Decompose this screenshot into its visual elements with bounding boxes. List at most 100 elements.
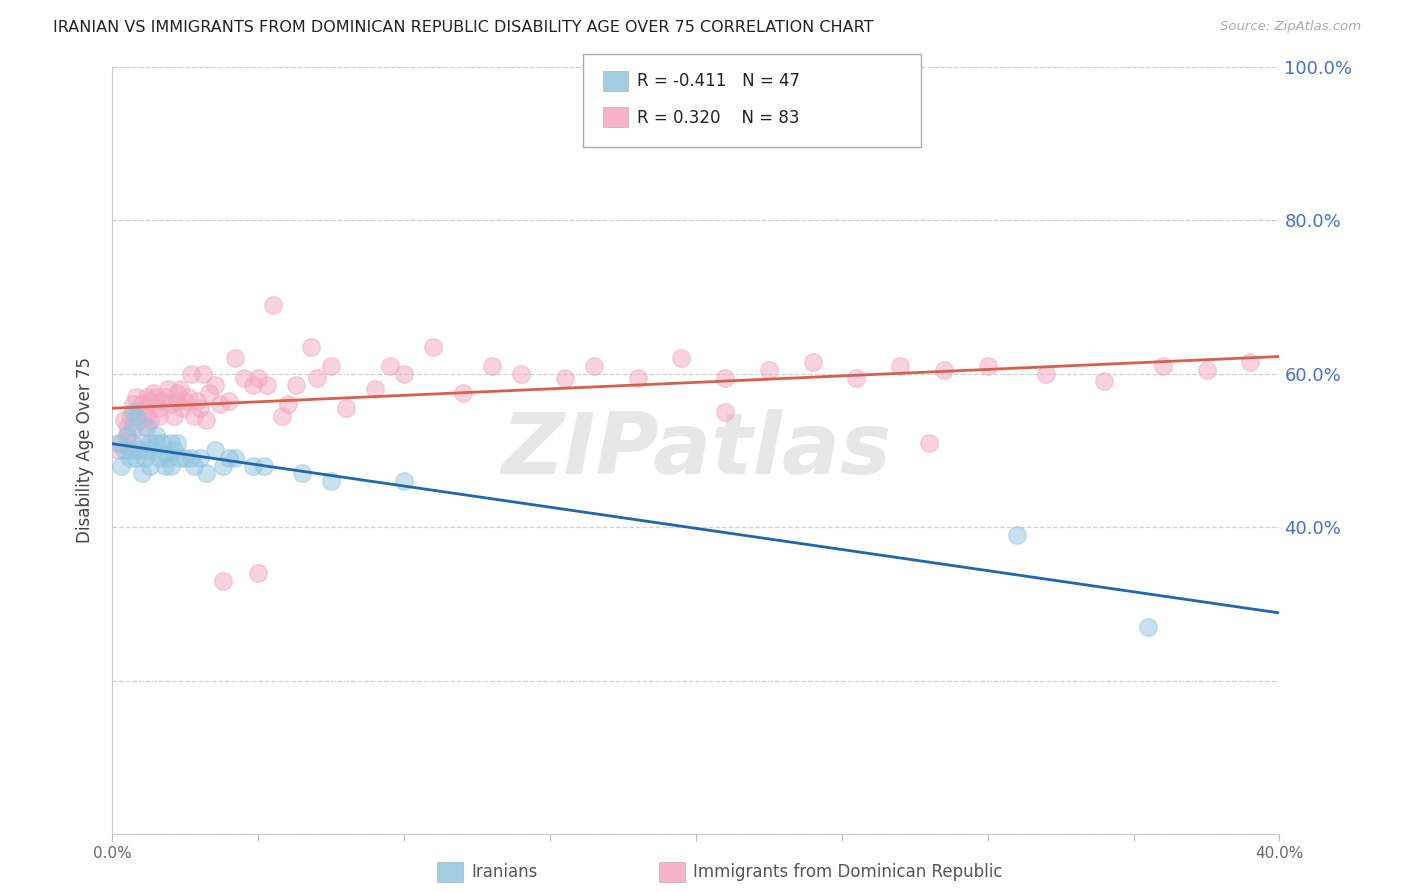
Point (204, 378, 226, 392)
Point (131, 397, 153, 411)
Point (169, 382, 191, 396)
Point (976, 359, 998, 373)
Point (932, 363, 955, 377)
Point (174, 451, 197, 466)
Point (172, 401, 194, 416)
Point (125, 451, 148, 466)
Point (194, 467, 217, 481)
Point (139, 413, 162, 427)
Point (1152, 359, 1174, 373)
Point (112, 443, 135, 458)
Point (107, 443, 129, 458)
Point (232, 370, 254, 384)
Point (1094, 375, 1116, 389)
Bar (659, 863, 685, 882)
Point (136, 443, 159, 458)
Point (845, 370, 868, 384)
Point (156, 451, 179, 466)
Point (142, 385, 165, 400)
Point (148, 401, 170, 416)
Point (364, 382, 387, 396)
Point (918, 435, 941, 450)
Point (204, 443, 226, 458)
Point (305, 370, 328, 384)
Bar (603, 71, 628, 91)
Point (110, 458, 132, 473)
Point (218, 451, 240, 466)
Point (128, 413, 150, 427)
Point (115, 428, 138, 442)
Point (242, 458, 264, 473)
Point (194, 413, 217, 427)
Point (299, 340, 322, 354)
Point (801, 355, 824, 369)
Point (451, 385, 474, 400)
Text: Source: ZipAtlas.com: Source: ZipAtlas.com (1220, 20, 1361, 33)
Point (253, 458, 276, 473)
Point (378, 359, 401, 373)
Bar (437, 863, 463, 882)
Point (134, 420, 156, 434)
Point (122, 397, 145, 411)
Point (160, 397, 183, 411)
Point (131, 435, 153, 450)
Point (160, 435, 183, 450)
Point (671, 351, 693, 366)
Y-axis label: Disability Age Over 75: Disability Age Over 75 (76, 358, 94, 543)
Text: R = -0.411   N = 47: R = -0.411 N = 47 (637, 72, 800, 90)
Point (247, 370, 270, 384)
Point (394, 474, 416, 488)
Point (122, 420, 145, 434)
Point (186, 393, 208, 408)
Point (174, 393, 197, 408)
Point (224, 451, 246, 466)
Point (122, 435, 145, 450)
Point (212, 458, 235, 473)
Point (422, 340, 444, 354)
Point (136, 409, 159, 423)
Point (1035, 367, 1057, 381)
Point (142, 443, 165, 458)
Point (166, 393, 188, 408)
Point (156, 382, 179, 396)
Point (714, 405, 737, 419)
Point (481, 359, 503, 373)
Point (134, 401, 156, 416)
Point (115, 428, 138, 442)
Point (148, 409, 170, 423)
Point (118, 451, 141, 466)
Text: IRANIAN VS IMMIGRANTS FROM DOMINICAN REPUBLIC DISABILITY AGE OVER 75 CORRELATION: IRANIAN VS IMMIGRANTS FROM DOMINICAN REP… (53, 20, 875, 35)
Text: Iranians: Iranians (471, 863, 537, 881)
Point (191, 367, 214, 381)
Point (107, 435, 129, 450)
Point (128, 443, 150, 458)
Point (394, 367, 416, 381)
Point (145, 390, 167, 404)
Point (209, 397, 232, 411)
Point (582, 359, 605, 373)
Point (166, 385, 188, 400)
Point (714, 370, 737, 384)
Point (262, 298, 284, 312)
Point (136, 390, 159, 404)
Point (122, 405, 145, 419)
Point (139, 435, 162, 450)
Point (163, 409, 186, 423)
Point (183, 458, 205, 473)
Point (110, 435, 132, 450)
Point (177, 390, 200, 404)
Point (136, 420, 159, 434)
Point (128, 405, 150, 419)
Point (145, 435, 167, 450)
Point (197, 385, 219, 400)
Point (145, 428, 167, 442)
Point (118, 443, 141, 458)
Point (188, 401, 211, 416)
Point (218, 393, 240, 408)
Point (321, 474, 343, 488)
Point (180, 367, 202, 381)
Point (160, 458, 183, 473)
Point (148, 451, 170, 466)
Point (118, 409, 141, 423)
Point (285, 378, 308, 392)
